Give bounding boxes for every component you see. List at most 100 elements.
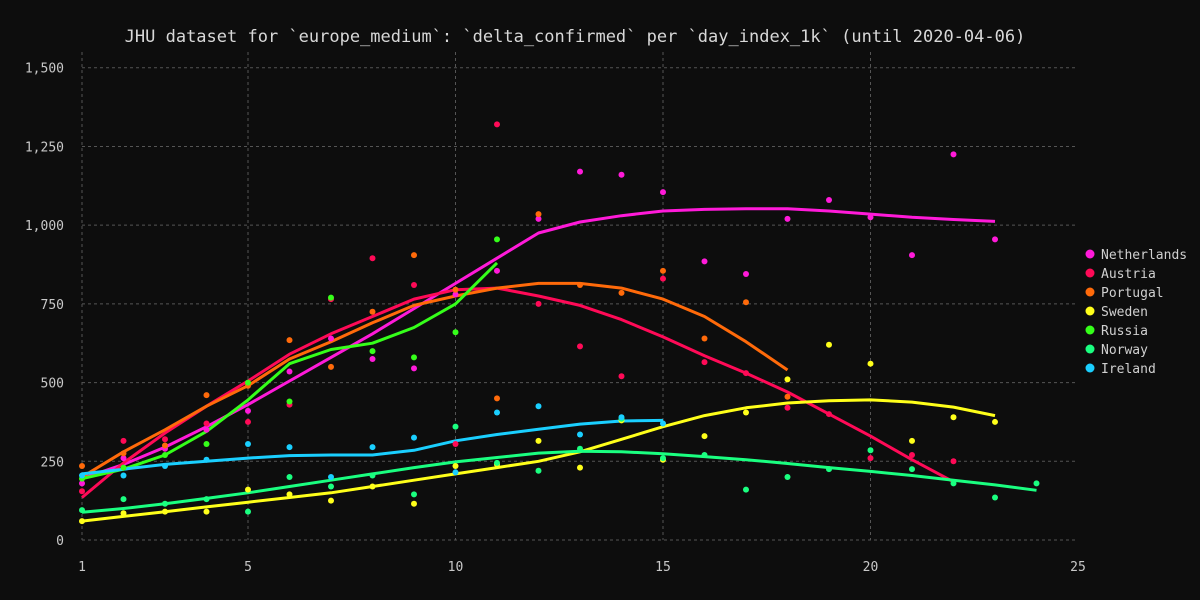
data-point-netherlands bbox=[784, 215, 791, 222]
data-point-sweden bbox=[826, 341, 832, 348]
data-point-norway bbox=[411, 491, 417, 498]
data-point-netherlands bbox=[950, 151, 957, 158]
data-point-portugal bbox=[79, 463, 85, 470]
legend-entry-norway: Norway bbox=[1101, 343, 1148, 358]
data-point-norway bbox=[743, 486, 749, 493]
data-point-sweden bbox=[867, 360, 874, 367]
x-tick-label: 10 bbox=[448, 560, 464, 575]
data-point-netherlands bbox=[701, 258, 708, 265]
data-point-ireland bbox=[618, 414, 625, 421]
data-point-netherlands bbox=[120, 455, 127, 462]
data-point-austria bbox=[743, 370, 749, 377]
data-point-netherlands bbox=[203, 426, 210, 433]
data-point-russia bbox=[286, 398, 293, 405]
data-point-russia bbox=[328, 294, 334, 301]
data-point-russia bbox=[494, 236, 500, 243]
data-point-ireland bbox=[120, 472, 127, 479]
data-point-austria bbox=[826, 411, 832, 418]
x-tick-label: 15 bbox=[655, 560, 671, 575]
data-point-austria bbox=[909, 451, 915, 458]
data-point-norway bbox=[577, 445, 583, 452]
data-point-norway bbox=[660, 455, 666, 462]
data-point-ireland bbox=[162, 463, 168, 470]
data-point-sweden bbox=[950, 414, 957, 421]
data-point-portugal bbox=[701, 335, 708, 342]
trend-line-russia bbox=[81, 261, 499, 481]
data-point-austria bbox=[784, 404, 791, 411]
legend-marker bbox=[1085, 287, 1095, 297]
x-tick-label: 5 bbox=[244, 560, 252, 575]
x-tick-label: 20 bbox=[863, 560, 879, 575]
data-point-netherlands bbox=[992, 236, 998, 243]
data-point-norway bbox=[328, 483, 334, 490]
data-point-netherlands bbox=[826, 196, 832, 203]
data-point-portugal bbox=[328, 363, 334, 370]
data-point-ireland bbox=[660, 420, 666, 427]
data-point-austria bbox=[950, 458, 957, 465]
data-point-portugal bbox=[535, 211, 542, 218]
data-point-sweden bbox=[909, 437, 915, 444]
data-point-russia bbox=[452, 329, 459, 336]
y-tick-label: 1,000 bbox=[25, 219, 64, 234]
data-point-netherlands bbox=[577, 168, 583, 175]
data-point-portugal bbox=[618, 289, 625, 296]
legend-entry-austria: Austria bbox=[1101, 267, 1156, 282]
data-point-norway bbox=[79, 507, 85, 514]
data-point-portugal bbox=[743, 299, 749, 306]
y-tick-label: 1,500 bbox=[25, 62, 64, 77]
data-point-austria bbox=[535, 300, 542, 307]
data-point-sweden bbox=[162, 508, 168, 515]
data-point-norway bbox=[162, 500, 168, 507]
trend-lines bbox=[81, 207, 1037, 523]
data-point-sweden bbox=[784, 376, 791, 383]
data-point-netherlands bbox=[79, 480, 85, 487]
legend-entry-portugal: Portugal bbox=[1101, 286, 1164, 301]
legend-entry-russia: Russia bbox=[1101, 324, 1148, 339]
data-point-norway bbox=[452, 423, 459, 430]
data-point-netherlands bbox=[660, 189, 666, 196]
data-point-austria bbox=[494, 121, 500, 128]
data-point-austria bbox=[79, 488, 85, 495]
data-point-sweden bbox=[411, 500, 417, 507]
data-point-sweden bbox=[535, 437, 542, 444]
data-point-russia bbox=[245, 379, 251, 386]
data-point-netherlands bbox=[452, 291, 459, 298]
data-point-norway bbox=[826, 466, 832, 473]
data-point-netherlands bbox=[286, 368, 293, 375]
data-point-ireland bbox=[245, 440, 251, 447]
legend-marker bbox=[1085, 344, 1095, 354]
data-point-netherlands bbox=[411, 365, 417, 372]
data-point-netherlands bbox=[328, 335, 334, 342]
data-point-norway bbox=[867, 447, 874, 454]
data-point-netherlands bbox=[618, 171, 625, 178]
data-point-portugal bbox=[452, 286, 459, 293]
data-point-sweden bbox=[120, 510, 127, 517]
legend-marker bbox=[1085, 268, 1095, 278]
y-tick-label: 500 bbox=[41, 377, 64, 392]
data-point-netherlands bbox=[909, 252, 915, 259]
data-point-ireland bbox=[577, 431, 583, 438]
data-point-norway bbox=[701, 451, 708, 458]
y-tick-label: 250 bbox=[41, 455, 64, 470]
trend-line-portugal bbox=[81, 281, 789, 479]
data-point-ireland bbox=[328, 474, 334, 481]
x-tick-label: 25 bbox=[1070, 560, 1086, 575]
data-point-austria bbox=[203, 420, 210, 427]
data-point-sweden bbox=[328, 497, 334, 504]
data-point-ireland bbox=[494, 409, 500, 416]
data-point-ireland bbox=[535, 403, 542, 410]
data-point-austria bbox=[120, 437, 127, 444]
data-point-portugal bbox=[577, 281, 583, 288]
data-point-portugal bbox=[203, 392, 210, 399]
y-tick-label: 750 bbox=[41, 298, 64, 313]
legend-marker bbox=[1085, 306, 1095, 316]
data-point-ireland bbox=[79, 472, 85, 479]
data-point-austria bbox=[162, 436, 168, 443]
legend-entry-ireland: Ireland bbox=[1101, 362, 1156, 377]
data-point-portugal bbox=[369, 308, 376, 315]
data-point-norway bbox=[120, 496, 127, 503]
data-point-portugal bbox=[120, 450, 127, 457]
data-point-sweden bbox=[452, 463, 459, 470]
data-point-norway bbox=[494, 459, 500, 466]
data-point-netherlands bbox=[743, 270, 749, 277]
